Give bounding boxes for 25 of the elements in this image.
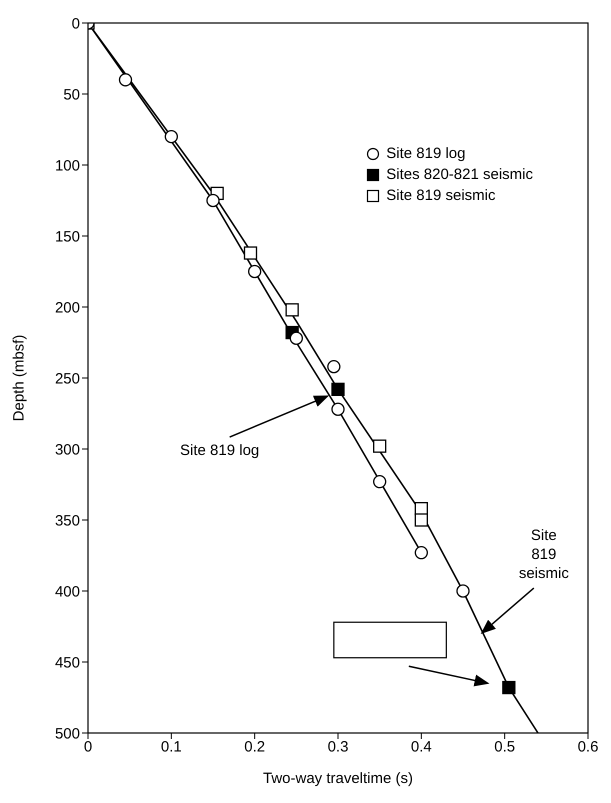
x-tick-label: 0.2 <box>244 738 266 756</box>
y-tick-label: 300 <box>54 441 80 458</box>
legend-label: Sites 820-821 seismic <box>386 165 533 185</box>
y-tick-label: 450 <box>54 654 80 672</box>
y-tick-label: 400 <box>54 583 80 600</box>
x-tick-label: 0.5 <box>494 738 516 756</box>
x-tick-label: 0.4 <box>410 738 432 756</box>
y-tick-label: 350 <box>54 512 80 530</box>
y-tick-label: 150 <box>54 228 80 246</box>
y-axis-title: Depth (mbsf) <box>10 334 28 422</box>
x-axis-title: Two-way traveltime (s) <box>262 770 414 787</box>
y-tick-label: 50 <box>63 86 80 104</box>
x-tick-label: 0 <box>84 738 92 756</box>
y-tick-label: 200 <box>54 299 80 316</box>
x-tick-label: 0.1 <box>160 738 182 756</box>
y-tick-label: 100 <box>54 157 80 174</box>
y-tick-label: 250 <box>54 370 80 388</box>
legend-label: Site 819 log <box>386 144 466 164</box>
annotation: Site 819 log <box>180 442 260 460</box>
legend-label: Site 819 seismic <box>386 186 496 206</box>
annotation: Site 819 seismic <box>518 527 570 582</box>
x-tick-label: 0.3 <box>328 738 348 756</box>
y-tick-label: 0 <box>72 15 80 32</box>
y-tick-label: 500 <box>54 725 80 742</box>
x-tick-label: 0.6 <box>578 738 598 756</box>
